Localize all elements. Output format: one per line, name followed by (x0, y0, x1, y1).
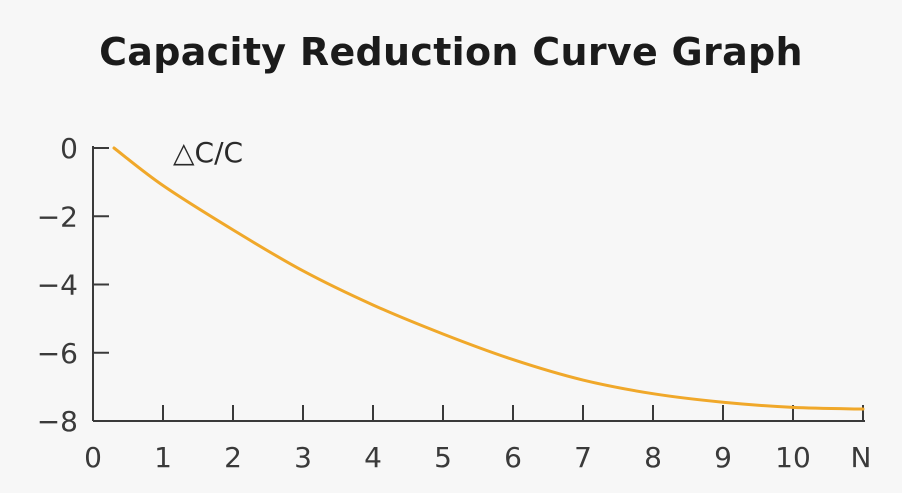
series-line (112, 146, 865, 411)
y-tick-label: −6 (37, 337, 78, 370)
y-tick-label: −4 (37, 269, 78, 302)
y-axis-label: △C/C (173, 136, 243, 169)
y-tick-label: 0 (60, 132, 78, 165)
chart-series (112, 146, 865, 411)
y-tick-label: −8 (37, 405, 78, 438)
x-tick-label: 0 (84, 441, 102, 474)
x-tick-label: 2 (224, 441, 242, 474)
x-tick-label: 10 (775, 441, 811, 474)
x-tick-label: 9 (714, 441, 732, 474)
x-tick-label: 7 (574, 441, 592, 474)
x-tick-label: 5 (434, 441, 452, 474)
chart-title: Capacity Reduction Curve Graph (99, 30, 803, 74)
chart-ticks (93, 147, 864, 422)
x-tick-label: 8 (644, 441, 662, 474)
chart-labels: 0−2−4−6−80 1 2 3 4 5 6 7 8 9 10 N△C/C (37, 132, 872, 474)
chart-axes (92, 146, 865, 422)
x-tick-label: 3 (294, 441, 312, 474)
x-axis-label: N (851, 441, 872, 474)
x-tick-label: 4 (364, 441, 382, 474)
y-tick-label: −2 (37, 200, 78, 233)
x-tick-label: 6 (504, 441, 522, 474)
x-tick-label: 1 (154, 441, 172, 474)
